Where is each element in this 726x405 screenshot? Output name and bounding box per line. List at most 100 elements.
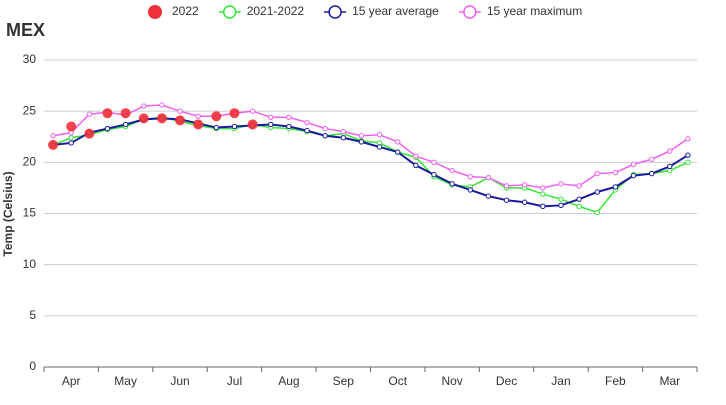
data-point: [667, 163, 673, 170]
legend-label: 2022: [172, 4, 199, 18]
data-point: [449, 181, 455, 187]
data-point: [104, 125, 111, 132]
data-point: [485, 174, 492, 181]
data-point: [540, 185, 546, 191]
y-tick-label: 20: [23, 155, 37, 169]
data-point: [304, 119, 310, 126]
x-tick-label: Jun: [170, 374, 189, 388]
legend-label: 15 year average: [352, 4, 439, 18]
data-point: [558, 202, 564, 209]
x-tick-label: Dec: [496, 374, 517, 388]
legend-label: 15 year maximum: [487, 4, 582, 18]
x-tick-label: Apr: [62, 374, 81, 388]
data-point: [68, 140, 74, 146]
data-point: [630, 161, 637, 168]
data-point: [322, 125, 328, 132]
data-point: [102, 108, 113, 119]
y-tick-label: 10: [23, 257, 37, 271]
data-point: [630, 172, 637, 179]
data-point: [431, 159, 437, 166]
data-point: [175, 115, 186, 126]
data-point: [540, 203, 546, 210]
data-point: [594, 170, 600, 177]
data-point: [467, 173, 473, 180]
data-point: [195, 113, 201, 119]
legend-marker: [463, 5, 477, 19]
x-tick-label: Oct: [388, 374, 407, 388]
data-point: [576, 183, 582, 189]
data-point: [286, 114, 292, 121]
x-tick-label: Mar: [659, 374, 680, 388]
data-point: [648, 156, 655, 162]
data-point: [322, 133, 328, 139]
data-point: [304, 127, 310, 134]
data-point: [213, 124, 220, 131]
data-point: [211, 111, 222, 122]
data-point: [413, 153, 419, 159]
data-point: [159, 102, 165, 108]
data-point: [286, 123, 292, 130]
data-point: [156, 113, 167, 124]
y-tick-label: 25: [23, 103, 37, 117]
data-point: [268, 114, 274, 121]
legend-marker: [222, 5, 237, 19]
data-point: [685, 159, 691, 166]
data-point: [594, 209, 600, 216]
data-point: [141, 103, 147, 109]
data-point: [521, 182, 528, 188]
data-point: [376, 144, 383, 150]
data-point: [503, 197, 510, 203]
x-tick-label: Nov: [441, 374, 462, 388]
data-point: [177, 108, 183, 114]
x-tick-label: May: [114, 374, 137, 388]
data-point: [84, 128, 95, 139]
data-point: [48, 139, 59, 150]
data-point: [612, 169, 619, 176]
data-point: [540, 191, 546, 197]
data-point: [66, 121, 77, 132]
y-tick-label: 15: [23, 206, 37, 220]
data-point: [231, 123, 238, 130]
data-point: [558, 181, 564, 187]
data-point: [449, 167, 455, 174]
data-point: [138, 113, 149, 124]
data-point: [395, 139, 401, 145]
chart-title: MEX: [6, 20, 45, 40]
data-point: [340, 128, 346, 135]
data-point: [86, 111, 93, 117]
data-point: [413, 162, 419, 169]
data-point: [685, 136, 691, 142]
x-tick-label: Aug: [278, 374, 299, 388]
data-point: [340, 135, 346, 141]
data-point: [50, 133, 56, 139]
data-point: [576, 196, 582, 202]
y-axis-label: Temp (Celsius): [1, 171, 15, 256]
data-point: [667, 148, 673, 154]
data-point: [685, 152, 691, 158]
data-point: [68, 135, 74, 141]
data-point: [358, 139, 365, 145]
data-point: [576, 203, 582, 210]
y-tick-label: 0: [29, 359, 36, 373]
data-point: [612, 184, 619, 190]
data-point: [229, 108, 240, 119]
data-point: [193, 119, 204, 130]
data-point: [521, 199, 528, 205]
x-tick-label: Jan: [551, 374, 570, 388]
data-point: [503, 183, 510, 189]
data-point: [122, 121, 129, 128]
y-tick-label: 5: [29, 308, 36, 322]
data-point: [358, 133, 365, 139]
data-point: [249, 108, 256, 114]
data-point: [268, 121, 274, 128]
data-point: [120, 108, 131, 119]
data-point: [247, 119, 258, 130]
x-tick-label: Sep: [333, 374, 355, 388]
series-line: [52, 104, 689, 189]
data-point: [558, 196, 564, 202]
series-line: [52, 116, 689, 214]
data-point: [431, 171, 437, 178]
data-point: [467, 187, 473, 193]
